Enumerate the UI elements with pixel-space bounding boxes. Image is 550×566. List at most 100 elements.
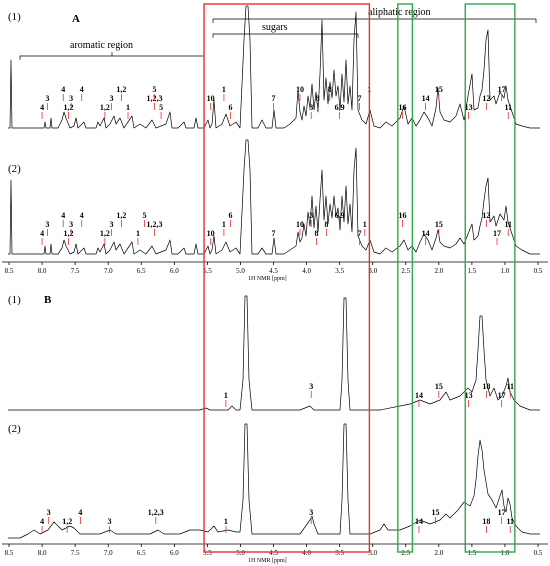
- panel-a-spectrum-2-peak-label: 8: [314, 229, 318, 238]
- panel-b-letter: B: [44, 294, 52, 306]
- panel-b-spectrum-2-peak-label: 4: [40, 517, 44, 526]
- panel-b-spectrum-2-peak-label: 15: [432, 508, 440, 517]
- panel-a-spectrum-1-peak-label: 10: [296, 85, 304, 94]
- panel-b-spectrum-1-peak-label: 13: [465, 391, 473, 400]
- panel-a-spectrum-1-peak-label: 1,2: [100, 103, 110, 112]
- highlight-box: [464, 3, 516, 553]
- panel-b-tick-label: 3.5: [335, 549, 344, 557]
- panel-b-spectrum-2-peak-label: 4: [78, 508, 82, 517]
- panel-b-spectrum-2-peak-label: 14: [415, 517, 423, 526]
- panel-b-spectrum-2-peak-label: 11: [506, 517, 514, 526]
- panel-b-spectrum-2-peak-label: 3: [309, 508, 313, 517]
- panel-b-spectrum-2-peak-label: 17: [498, 508, 506, 517]
- panel-a-spectrum-1-peak-label: 13: [465, 103, 473, 112]
- highlight-box: [203, 3, 371, 553]
- aromatic-region-bracket: [19, 55, 205, 60]
- panel-b-tick-label: 1.5: [468, 549, 477, 557]
- aliphatic-region-label: aliphatic region: [368, 7, 430, 18]
- panel-a-tick-label: 6.5: [137, 267, 146, 275]
- panel-a-tick-label: 2.0: [434, 267, 443, 275]
- panel-a-spectrum-2-peak-label: 8: [324, 220, 328, 229]
- panel-a-spectrum-1-peak-label: 7: [357, 94, 361, 103]
- panel-a-spectrum-2-peak-label: 11: [504, 220, 512, 229]
- panel-b-x-axis-title: 1H NMR [ppm]: [248, 558, 287, 564]
- panel-a-tick-label: 6.0: [170, 267, 179, 275]
- panel-a-spectrum-2-peak-label: 4: [61, 211, 65, 220]
- panel-a-spectrum-1-peak-label: 5: [159, 103, 163, 112]
- panel-a-tick-label: 3.0: [368, 267, 377, 275]
- panel-b-spectrum-1-id: (1): [8, 294, 21, 306]
- aliphatic-region-bracket: [212, 18, 537, 23]
- panel-a-spectrum-2-peak-label: 15: [435, 220, 443, 229]
- panel-a-spectrum-1-peak-label: 15: [435, 85, 443, 94]
- panel-a-spectrum-1-peak-label: 8: [328, 85, 332, 94]
- panel-a-tick-label: 4.0: [302, 267, 311, 275]
- panel-a-spectrum-2-peak-labels: 4341,2341,231,211,2,3510167103886,971161…: [40, 211, 512, 245]
- panel-a-tick-label: 1.5: [468, 267, 477, 275]
- panel-a-spectrum-2-peak-label: 7: [272, 229, 276, 238]
- panel-a: (1) A (2) aromatic region sugars aliphat…: [2, 5, 548, 282]
- region-brackets: aromatic region sugars aliphatic region: [19, 7, 537, 60]
- panel-a-tick-label: 1.0: [501, 267, 510, 275]
- panel-a-spectrum-2-peak-label: 4: [40, 229, 44, 238]
- panel-a-spectrum-2-peak-label: 17: [493, 229, 501, 238]
- panel-a-spectrum-2-peak-label: 6: [229, 211, 233, 220]
- panel-b-tick-label: 7.0: [104, 549, 113, 557]
- panel-a-spectrum-1-peak-label: 6: [229, 103, 233, 112]
- panel-a-tick-label: 5.0: [236, 267, 245, 275]
- panel-a-spectrum-1-peak-label: 1,2: [116, 85, 126, 94]
- panel-a-spectrum-1-peak-label: 7: [272, 94, 276, 103]
- panel-a-tick-label: 7.5: [71, 267, 80, 275]
- highlight-box: [397, 3, 414, 553]
- panel-a-letter: A: [72, 13, 80, 25]
- panel-a-spectrum-2-peak-label: 12: [482, 211, 490, 220]
- panel-b-spectrum-2-peak-label: 3: [47, 508, 51, 517]
- panel-a-spectrum-2-peak-label: 1: [363, 220, 367, 229]
- panel-a-spectrum-1-peak-label: 4: [61, 85, 65, 94]
- panel-a-spectrum-1-peak-label: 8: [316, 94, 320, 103]
- panel-a-spectrum-1-peak-label: 14: [422, 94, 430, 103]
- panel-b-tick-label: 8.0: [38, 549, 47, 557]
- panel-b-spectrum-1-trace: [8, 295, 540, 411]
- panel-a-spectrum-1-peak-label: 16: [398, 103, 406, 112]
- panel-a-spectrum-1-peak-label: 4: [40, 103, 44, 112]
- panel-b-spectrum-1-peak-label: 15: [435, 382, 443, 391]
- panel-a-tick-label: 2.5: [401, 267, 410, 275]
- panel-b-spectrum-1-peak-label: 3: [309, 382, 313, 391]
- panel-a-spectrum-1-peak-labels: 4341,2341,231,211,2,35510167103886,97116…: [40, 85, 512, 119]
- panel-b-tick-label: 2.0: [434, 549, 443, 557]
- panel-a-spectrum-2-peak-label: 1: [222, 220, 226, 229]
- panel-b-tick-label: 1.0: [501, 549, 510, 557]
- panel-b-tick-label: 4.5: [269, 549, 278, 557]
- panel-a-tick-labels: 8.5 8.0 7.5 7.0 6.5 6.0 5.5 5.0 4.5 4.0 3.5 3.0 2.5 2…: [5, 262, 543, 275]
- panel-a-tick-label: 4.5: [269, 267, 278, 275]
- panel-b-spectrum-1-peak-label: 11: [506, 382, 514, 391]
- panel-b-tick-label: 5.0: [236, 549, 245, 557]
- panel-a-tick-label: 3.5: [335, 267, 344, 275]
- panel-a-tick-label: 0.5: [534, 267, 543, 275]
- panel-b-spectrum-2-peak-label: 3: [108, 517, 112, 526]
- panel-a-x-axis: 8.5 8.0 7.5 7.0 6.5 6.0 5.5 5.0 4.5 4.0 3.5 3.0 2.5 2…: [2, 261, 548, 282]
- panel-a-spectrum-2-peak-label: 3: [69, 220, 73, 229]
- panel-a-spectrum-1-peak-label: 10: [207, 94, 215, 103]
- panel-b-spectrum-1-peak-label: 1: [224, 391, 228, 400]
- panel-b-tick-label: 6.0: [170, 549, 179, 557]
- panel-b-tick-label: 4.0: [302, 549, 311, 557]
- panel-a-spectrum-2-peak-label: 3: [45, 220, 49, 229]
- panel-b-tick-label: 7.5: [71, 549, 80, 557]
- panel-a-spectrum-2-peak-label: 1,2: [100, 229, 110, 238]
- panel-a-spectrum-1-peak-label: 3: [69, 94, 73, 103]
- panel-a-spectrum-2-peak-label: 10: [207, 229, 215, 238]
- panel-a-spectrum-2-id: (2): [8, 163, 21, 175]
- panel-a-spectrum-2-peak-label: 10: [296, 220, 304, 229]
- panel-a-spectrum-2-peak-label: 1,2,3: [146, 220, 162, 229]
- highlight-boxes: [203, 3, 516, 553]
- panel-b-spectrum-2-peak-label: 1,2: [62, 517, 72, 526]
- panel-a-spectrum-1-peak-label: 12: [482, 94, 490, 103]
- panel-b-spectrum-2-trace: [8, 423, 540, 539]
- panel-a-spectrum-1-peak-label: 11: [504, 103, 512, 112]
- panel-a-spectrum-1-peak-label: 6,9: [335, 103, 345, 112]
